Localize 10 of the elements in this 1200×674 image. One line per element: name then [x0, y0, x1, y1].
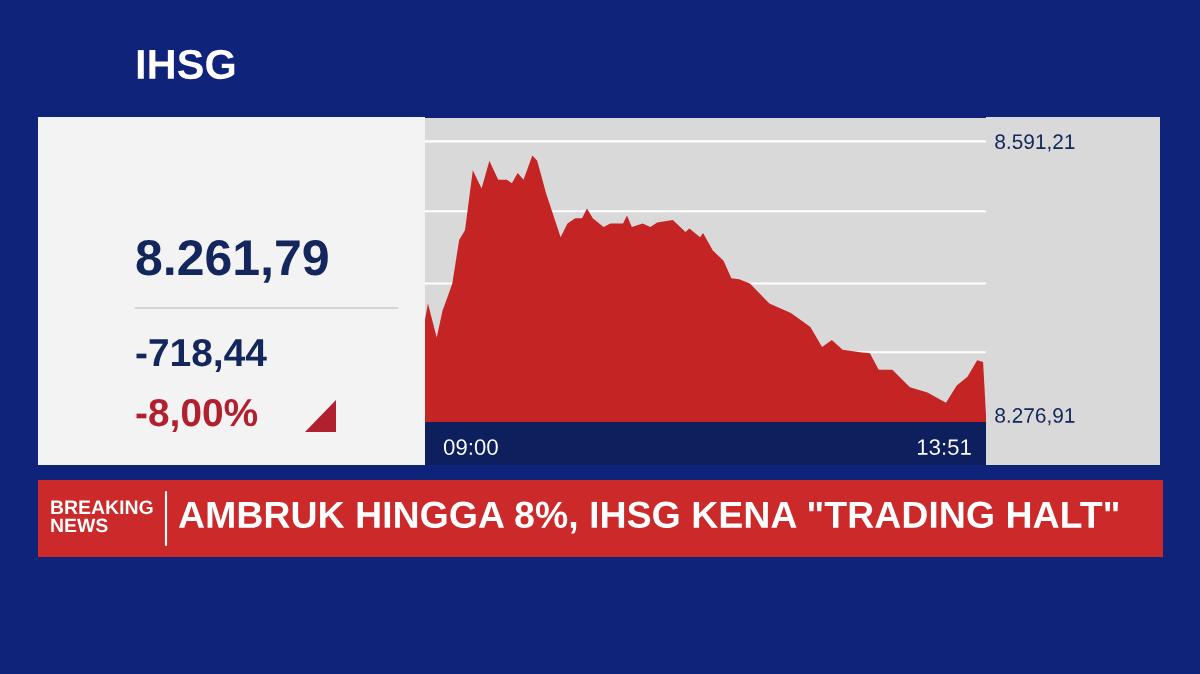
- text: -8,00%: [136, 398, 258, 433]
- text: AMBRUK HINGGA 8%, IHSG KENA "TRADING HALT": [178, 501, 1119, 534]
- y-tick-label: 8.276,91: [995, 408, 1075, 426]
- x-tick-label: 13:51: [917, 439, 971, 455]
- chart-title: IHSG: [137, 49, 235, 80]
- y-tick-label: 8.591,21: [995, 134, 1075, 152]
- text: 8.261,79: [136, 240, 328, 283]
- text: -718,44: [136, 338, 267, 373]
- x-tick-label: 09:00: [443, 439, 498, 455]
- text: BREAKING NEWS: [51, 500, 153, 533]
